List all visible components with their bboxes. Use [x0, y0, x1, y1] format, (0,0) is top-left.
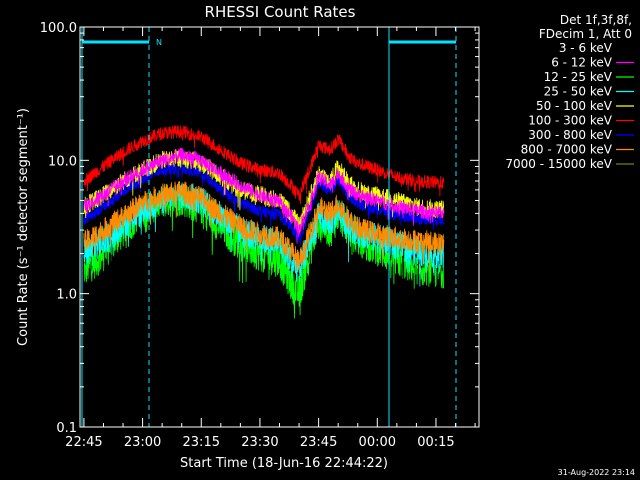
x-tick-label: 00:15: [417, 435, 454, 450]
night-marker-label: N: [156, 38, 162, 47]
series-line: [83, 147, 445, 244]
x-axis-label: Start Time (18-Jun-16 22:44:22): [180, 456, 388, 471]
legend-header-line-2: FDecim 1, Att 0: [539, 27, 632, 41]
y-tick-label: 10.0: [48, 154, 77, 169]
y-axis-label: Count Rate (s⁻¹ detector segment⁻¹): [16, 108, 31, 346]
x-tick-label: 22:45: [65, 435, 102, 450]
legend-label: 50 - 100 keV: [536, 99, 613, 113]
series-line: [83, 181, 445, 273]
x-tick-label: 23:45: [300, 435, 337, 450]
legend-header-line-1: Det 1f,3f,8f,: [560, 13, 632, 27]
legend-label: 25 - 50 keV: [544, 85, 613, 99]
legend-label: 300 - 800 keV: [528, 128, 612, 142]
y-tick-label: 0.1: [56, 421, 77, 436]
chart-title: RHESSI Count Rates: [205, 3, 356, 21]
series-100-300kev: [83, 125, 445, 205]
legend-label: 100 - 300 keV: [528, 114, 612, 128]
x-tick-label: 00:00: [359, 435, 396, 450]
y-tick-label: 1.0: [56, 288, 77, 303]
series-line: [83, 182, 445, 319]
series-6-12kev: [83, 147, 445, 244]
legend-label: 12 - 25 keV: [544, 70, 613, 84]
timestamp: 31-Aug-2022 23:14: [558, 468, 635, 477]
legend-label: 800 - 7000 keV: [521, 143, 613, 157]
series-800-7000kev: [83, 181, 445, 273]
x-tick-label: 23:00: [124, 435, 161, 450]
legend-label: 7000 - 15000 keV: [505, 157, 612, 171]
series-line: [83, 125, 445, 205]
x-tick-label: 23:15: [183, 435, 220, 450]
series-12-25kev: [83, 182, 445, 319]
y-tick-label: 100.0: [40, 21, 77, 36]
legend-label: 6 - 12 keV: [551, 56, 613, 70]
x-tick-label: 23:30: [241, 435, 278, 450]
legend-label: 3 - 6 keV: [559, 41, 613, 55]
